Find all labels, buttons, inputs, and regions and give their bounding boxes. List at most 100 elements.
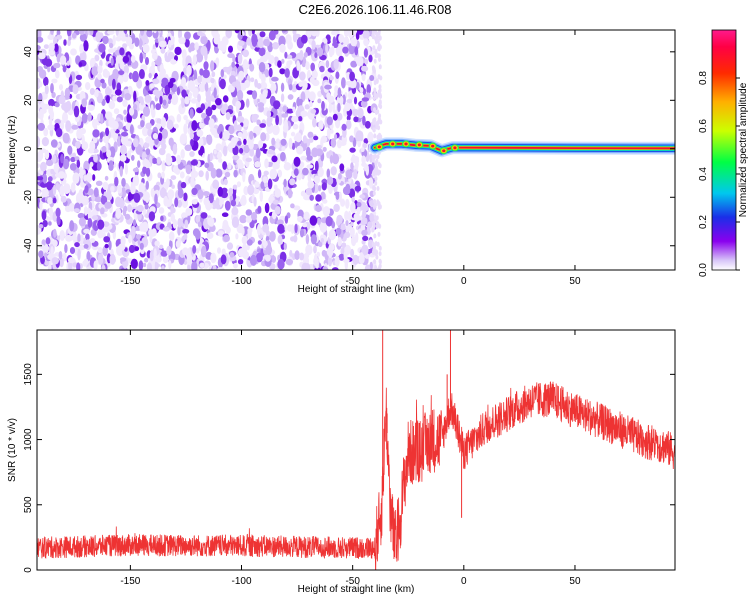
heatmap-cell (130, 55, 136, 63)
heatmap-cell (68, 36, 72, 41)
heatmap-cell (210, 77, 215, 84)
heatmap-cell (37, 176, 44, 181)
heatmap-cell (337, 173, 342, 180)
heatmap-cell (271, 155, 278, 163)
heatmap-cell (82, 237, 87, 245)
heatmap-cell (272, 124, 280, 136)
heatmap-cell (326, 168, 331, 179)
heatmap-cell (134, 246, 140, 252)
heatmap-cell (277, 223, 285, 234)
heatmap-cell (208, 193, 214, 204)
heatmap-cell (94, 196, 103, 203)
heatmap-cell (279, 68, 286, 75)
heatmap-cell (236, 104, 240, 114)
heatmap-cell (225, 30, 232, 39)
heatmap-cell (65, 100, 72, 112)
heatmap-cell (195, 52, 204, 63)
heatmap-cell (363, 164, 369, 172)
heatmap-cell (310, 30, 318, 37)
heatmap-cell (177, 218, 182, 228)
heatmap-cell (333, 58, 339, 70)
heatmap-cell (375, 254, 379, 260)
heatmap-cell (101, 227, 110, 233)
heatmap-cell (54, 118, 61, 125)
heatmap-cell (249, 254, 258, 266)
heatmap-cell (190, 176, 195, 185)
heatmap-cell (199, 68, 204, 76)
heatmap-cell (322, 199, 328, 204)
heatmap-cell (256, 223, 262, 236)
heatmap-cell (68, 257, 75, 264)
heatmap-cell (138, 69, 145, 79)
heatmap-cell (197, 93, 201, 103)
heatmap-cell (202, 69, 210, 79)
heatmap-cell (175, 240, 181, 249)
heatmap-cell (373, 87, 377, 93)
y-tick-label: 20 (23, 94, 34, 106)
heatmap-cell (376, 109, 380, 115)
heatmap-cell (328, 229, 336, 241)
heatmap-cell (360, 201, 367, 210)
heatmap-cell (158, 207, 165, 214)
heatmap-cell (132, 138, 139, 148)
heatmap-cell (39, 200, 43, 211)
heatmap-cell (103, 136, 110, 144)
heatmap-cell (119, 257, 127, 262)
heatmap-cell (314, 258, 319, 263)
heatmap-cell (74, 242, 80, 248)
heatmap-cell (50, 30, 54, 36)
heatmap-cell (246, 244, 250, 251)
heatmap-cell (101, 82, 107, 89)
heatmap-cell (55, 62, 61, 69)
heatmap-cell (243, 66, 248, 76)
heatmap-cell (127, 204, 133, 213)
heatmap-cell (249, 147, 255, 157)
heatmap-cell (108, 100, 116, 110)
heatmap-cell (378, 259, 382, 265)
heatmap-cell (242, 243, 247, 250)
heatmap-cell (242, 59, 249, 70)
heatmap-cell (48, 207, 54, 218)
heatmap-cell (222, 130, 230, 141)
heatmap-cell (332, 36, 337, 46)
heatmap-cell (72, 172, 80, 184)
heatmap-cell (300, 110, 308, 117)
heatmap-cell (232, 155, 240, 160)
heatmap-cell (342, 46, 349, 54)
heatmap-cell (308, 100, 313, 108)
heatmap-cell (179, 133, 187, 145)
spectrogram-panel: -150 -100 -50 0 50 -40 -20 0 20 40 Height of stra… (7, 29, 676, 295)
heatmap-cell (350, 222, 354, 227)
heatmap-cell (77, 233, 81, 242)
heatmap-cell (266, 116, 272, 127)
heatmap-cell (48, 118, 53, 126)
heatmap-cell (247, 227, 253, 234)
heatmap-cell (304, 104, 310, 110)
heatmap-cell (374, 241, 378, 247)
heatmap-cell (115, 55, 124, 64)
heatmap-cell (180, 77, 187, 87)
heatmap-cell (361, 229, 368, 237)
heatmap-cell (105, 127, 110, 137)
heatmap-cell (335, 71, 340, 79)
heatmap-cell (245, 215, 253, 223)
heatmap-cell (206, 200, 211, 206)
heatmap-cell (64, 243, 68, 254)
heatmap-cell (139, 242, 144, 250)
heatmap-cell (316, 251, 321, 257)
heatmap-cell (321, 249, 327, 257)
heatmap-cell (281, 30, 287, 33)
heatmap-cell (195, 215, 202, 224)
heatmap-cell (38, 108, 44, 121)
heatmap-cell (115, 196, 122, 208)
heatmap-cell (52, 239, 58, 247)
heatmap-cell (271, 137, 276, 146)
heatmap-cell (221, 212, 229, 217)
heatmap-cell (269, 231, 276, 242)
heatmap-cell (308, 137, 314, 143)
heatmap-cell (155, 103, 162, 111)
heatmap-cell (273, 30, 279, 35)
heatmap-cell (302, 223, 308, 228)
heatmap-cell (157, 172, 162, 179)
heatmap-cell (210, 60, 215, 72)
